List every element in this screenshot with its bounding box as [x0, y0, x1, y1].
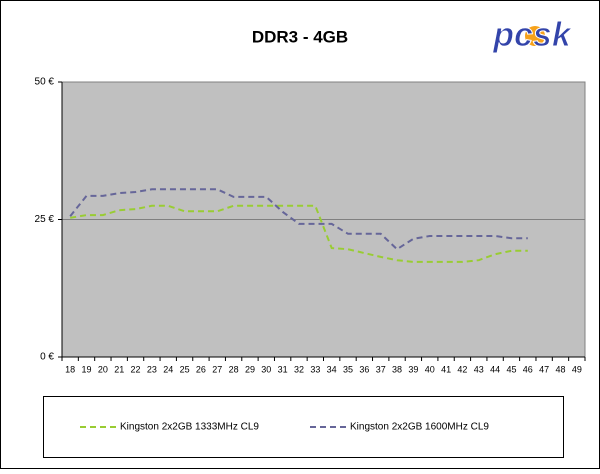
x-tick-label: 28: [229, 364, 239, 374]
x-tick-label: 40: [425, 364, 435, 374]
x-tick-label: 25: [180, 364, 190, 374]
x-tick-label: 47: [539, 364, 549, 374]
legend-label: Kingston 2x2GB 1333MHz CL9: [120, 422, 259, 433]
x-tick-label: 46: [523, 364, 533, 374]
x-tick-label: 27: [212, 364, 222, 374]
series-line: [69, 188, 528, 251]
x-tick-label: 23: [147, 364, 157, 374]
x-tick-label: 21: [114, 364, 124, 374]
x-tick-label: 41: [441, 364, 451, 374]
x-tick-label: 39: [408, 364, 418, 374]
x-tick-label: 19: [82, 364, 92, 374]
x-tick-label: 26: [196, 364, 206, 374]
x-tick-label: 30: [261, 364, 271, 374]
legend-label: Kingston 2x2GB 1600MHz CL9: [350, 422, 489, 433]
x-tick-label: 33: [310, 364, 320, 374]
logo-flame: [525, 26, 545, 46]
x-tick-label: 24: [163, 364, 173, 374]
x-tick-label: 48: [555, 364, 565, 374]
x-tick-label: 29: [245, 364, 255, 374]
series-line: [70, 204, 528, 263]
x-tick-label: 44: [490, 364, 500, 374]
x-tick-label: 43: [474, 364, 484, 374]
x-tick-label: 36: [359, 364, 369, 374]
x-tick-label: 31: [278, 364, 288, 374]
x-tick-label: 34: [327, 364, 337, 374]
chart-title: DDR3 - 4GB: [252, 27, 348, 46]
logo-text: pcsk: [492, 16, 573, 54]
x-tick-label: 35: [343, 364, 353, 374]
x-tick-label: 20: [98, 364, 108, 374]
y-tick-label: 0 €: [40, 352, 54, 363]
logo: pcsk: [492, 15, 574, 54]
y-tick-label: 25 €: [35, 214, 55, 225]
x-tick-label: 38: [392, 364, 402, 374]
legend-box: [43, 396, 564, 458]
x-tick-label: 49: [572, 364, 582, 374]
y-tick-label: 50 €: [35, 77, 55, 88]
x-tick-label: 22: [131, 364, 141, 374]
x-tick-label: 18: [65, 364, 75, 374]
x-tick-label: 45: [506, 364, 516, 374]
x-tick-label: 37: [376, 364, 386, 374]
x-tick-label: 32: [294, 364, 304, 374]
x-tick-label: 42: [457, 364, 467, 374]
